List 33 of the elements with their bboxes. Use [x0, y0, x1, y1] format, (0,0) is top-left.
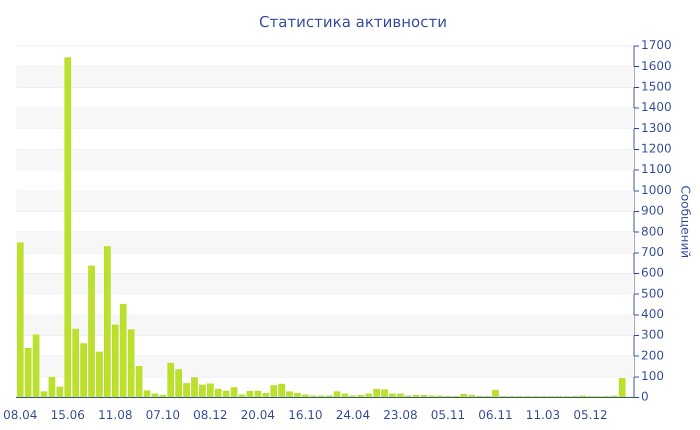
y-tick-label: 800: [641, 224, 664, 238]
x-tick-label: 05.12: [573, 408, 608, 422]
y-tick-label: 400: [641, 306, 664, 321]
y-tick-label: 1600: [641, 58, 672, 73]
y-tick-label: 600: [641, 266, 664, 280]
x-tick-label: 11.08: [98, 408, 132, 422]
y-tick-label: 900: [641, 204, 664, 218]
y-tick-label: 200: [641, 348, 664, 362]
x-tick-label: 08.04: [3, 408, 38, 422]
y-tick-label: 1700: [641, 38, 672, 52]
y-tick-label: 1400: [641, 100, 672, 114]
y-tick-label: 300: [641, 328, 664, 342]
x-tick-label: 15.06: [50, 408, 85, 422]
y-tick-label: 1200: [641, 142, 672, 156]
y-tick-label: 1300: [641, 120, 672, 135]
x-tick-label: 16.10: [288, 408, 323, 422]
x-tick-label: 11.03: [526, 408, 560, 422]
x-tick-label: 05.11: [430, 408, 466, 422]
y-tick-label: 1000: [641, 182, 672, 197]
y-tick-label: 0: [641, 390, 649, 404]
y-tick-label: 1100: [641, 162, 672, 176]
x-tick-label: 24.04: [336, 408, 370, 422]
y-axis-title: Сообщений: [678, 186, 693, 258]
x-tick-label: 20.04: [240, 408, 276, 422]
y-tick-label: 700: [641, 244, 664, 259]
chart-title: Статистика активности: [259, 12, 447, 31]
x-tick-label: 06.11: [478, 408, 513, 422]
x-tick-label: 07.10: [146, 408, 180, 422]
x-tick-label: 23.08: [383, 408, 418, 422]
x-tick-label: 08.12: [193, 408, 228, 422]
y-tick-label: 100: [641, 369, 664, 384]
y-tick-label: 1500: [641, 79, 672, 94]
y-tick-label: 500: [641, 286, 664, 300]
